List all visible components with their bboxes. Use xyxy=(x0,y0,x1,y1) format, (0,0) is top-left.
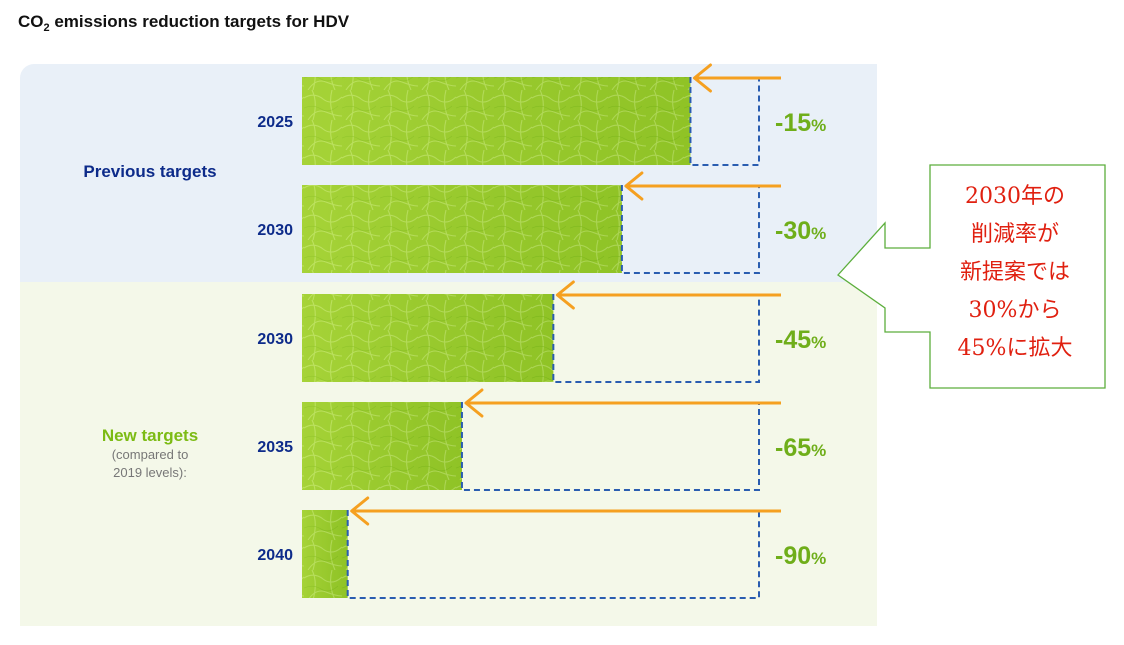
reduction-arrowhead-2 xyxy=(624,171,644,201)
reduction-arrowhead-5 xyxy=(350,496,370,526)
bar-shade-1 xyxy=(302,77,691,165)
year-label-1: 2025 xyxy=(257,114,293,131)
callout-line-2: 削減率が xyxy=(970,222,1059,247)
callout-line-1: 2030年の xyxy=(965,184,1065,209)
bar-reduction-outline-4 xyxy=(460,402,760,491)
callout-box xyxy=(837,164,1106,389)
new-targets-label-block: New targets (compared to 2019 levels): xyxy=(60,426,240,482)
bar-shade-5 xyxy=(302,510,348,598)
chart-title: CO2 emissions reduction targets for HDV xyxy=(18,12,350,34)
new-targets-note-line2: 2019 levels): xyxy=(113,465,187,480)
value-label-5: -90% xyxy=(775,542,826,570)
bar-reduction-outline-5 xyxy=(346,510,760,599)
callout-line-3: 新提案では xyxy=(959,260,1070,285)
reduction-arrowhead-1 xyxy=(692,63,712,93)
reduction-arrowhead-4 xyxy=(464,388,484,418)
value-label-3: -45% xyxy=(775,326,826,354)
new-targets-label: New targets xyxy=(101,426,199,445)
year-label-4: 2035 xyxy=(257,439,293,456)
year-label-5: 2040 xyxy=(257,547,293,564)
new-targets-note-line1: (compared to xyxy=(111,447,189,462)
value-label-1: -15% xyxy=(775,109,826,137)
bar-reduction-outline-2 xyxy=(620,185,760,274)
value-label-4: -65% xyxy=(775,434,826,462)
title-subscript: 2 xyxy=(43,22,50,34)
year-label-2: 2030 xyxy=(257,222,293,239)
value-label-2: -30% xyxy=(775,217,826,245)
previous-targets-label: Previous targets xyxy=(83,162,217,181)
year-label-3: 2030 xyxy=(257,331,293,348)
bar-shade-3 xyxy=(302,294,554,382)
bar-shade-2 xyxy=(302,185,622,273)
callout-line-4: 30%から xyxy=(968,298,1062,323)
callout-line-5: 45%に拡大 xyxy=(957,336,1073,361)
bar-reduction-outline-1 xyxy=(689,77,760,166)
bar-reduction-outline-3 xyxy=(552,294,760,383)
reduction-arrowhead-3 xyxy=(555,280,575,310)
callout-text: 2030年の 削減率が 新提案では 30%から 45%に拡大 xyxy=(930,178,1100,368)
bar-shade-4 xyxy=(302,402,462,490)
